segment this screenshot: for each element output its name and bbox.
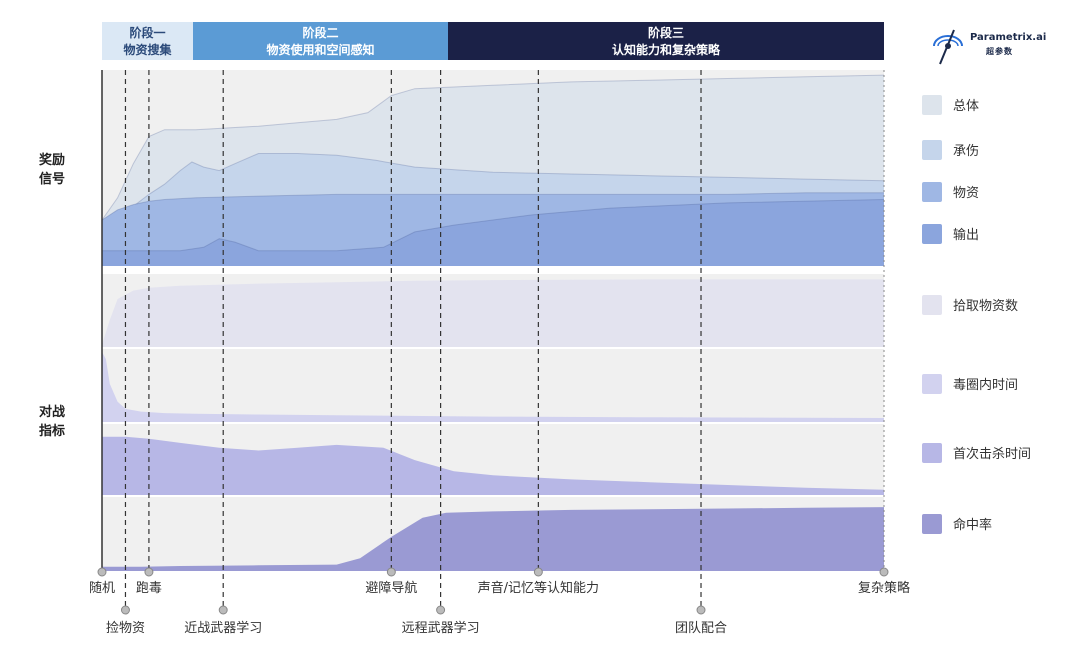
milestone-label-2: 捡物资 bbox=[106, 620, 145, 636]
group-label-1-1: 奖励 bbox=[39, 152, 65, 168]
stage-band-2 bbox=[193, 22, 448, 60]
parametrix-logo: Parametrix.ai 超参数 bbox=[926, 26, 1056, 66]
milestone-marker-5 bbox=[386, 567, 396, 577]
brand-cn: 超参数 bbox=[986, 47, 1013, 56]
line-总体 bbox=[101, 74, 885, 221]
milestone-label-8: 团队配合 bbox=[675, 621, 727, 636]
milestone-marker-3 bbox=[144, 567, 154, 577]
legend-swatch-毒圈内时间 bbox=[922, 374, 942, 394]
legend-label-输出: 输出 bbox=[953, 227, 979, 243]
stage-title-2: 阶段二 bbox=[302, 25, 338, 40]
milestone-label-9: 复杂策略 bbox=[858, 580, 910, 596]
stage-band-1 bbox=[102, 22, 193, 60]
milestone-label-5: 避障导航 bbox=[365, 580, 417, 596]
stage-subtitle-2: 物资使用和空间感知 bbox=[266, 42, 374, 57]
legend-label-毒圈内时间: 毒圈内时间 bbox=[953, 377, 1018, 393]
milestone-marker-8 bbox=[696, 605, 706, 615]
line-承伤 bbox=[101, 153, 885, 221]
line-物资 bbox=[101, 192, 884, 221]
legend-swatch-首次击杀时间 bbox=[922, 443, 942, 463]
area-毒圈内时间 bbox=[102, 352, 884, 423]
milestone-label-4: 近战武器学习 bbox=[184, 620, 262, 636]
milestone-marker-2 bbox=[120, 605, 130, 615]
panel-bg-3 bbox=[102, 348, 884, 423]
milestone-label-7: 声音/记忆等认知能力 bbox=[478, 580, 599, 596]
legend-label-物资: 物资 bbox=[953, 186, 979, 201]
area-命中率 bbox=[102, 507, 884, 571]
stage-title-1: 阶段一 bbox=[129, 25, 165, 40]
milestone-marker-4 bbox=[218, 605, 228, 615]
legend-label-承伤: 承伤 bbox=[953, 144, 979, 159]
group-label-2-1: 对战 bbox=[39, 404, 65, 420]
legend-swatch-命中率 bbox=[922, 514, 942, 534]
milestone-marker-1 bbox=[97, 567, 107, 577]
group-label-1-2: 信号 bbox=[39, 171, 65, 187]
milestone-marker-9 bbox=[879, 567, 889, 577]
legend-swatch-输出 bbox=[922, 224, 942, 244]
legend-swatch-拾取物资数 bbox=[922, 295, 942, 315]
area-首次击杀时间 bbox=[102, 436, 884, 496]
legend-label-首次击杀时间: 首次击杀时间 bbox=[953, 446, 1031, 462]
stage-subtitle-1: 物资搜集 bbox=[123, 42, 172, 57]
legend-swatch-物资 bbox=[922, 182, 942, 202]
legend-swatch-承伤 bbox=[922, 140, 942, 160]
legend-label-命中率: 命中率 bbox=[953, 517, 992, 533]
logo-icon bbox=[933, 29, 963, 65]
milestone-label-3: 跑毒 bbox=[136, 581, 162, 596]
group-label-2-2: 指标 bbox=[39, 423, 65, 439]
stage-subtitle-3: 认知能力和复杂策略 bbox=[612, 42, 721, 57]
legend-label-总体: 总体 bbox=[953, 99, 979, 114]
stage-band-3 bbox=[448, 22, 884, 60]
stage-title-3: 阶段三 bbox=[648, 25, 684, 40]
milestone-marker-7 bbox=[533, 567, 543, 577]
milestone-label-1: 随机 bbox=[89, 581, 115, 596]
milestone-label-6: 远程武器学习 bbox=[402, 620, 480, 636]
line-输出 bbox=[102, 199, 885, 252]
area-拾取物资数 bbox=[102, 279, 884, 348]
area-输出 bbox=[102, 199, 884, 266]
milestone-marker-6 bbox=[436, 605, 446, 615]
legend-label-拾取物资数: 拾取物资数 bbox=[953, 299, 1018, 314]
brand-name: Parametrix.ai bbox=[970, 32, 1047, 43]
legend-swatch-总体 bbox=[922, 95, 942, 115]
